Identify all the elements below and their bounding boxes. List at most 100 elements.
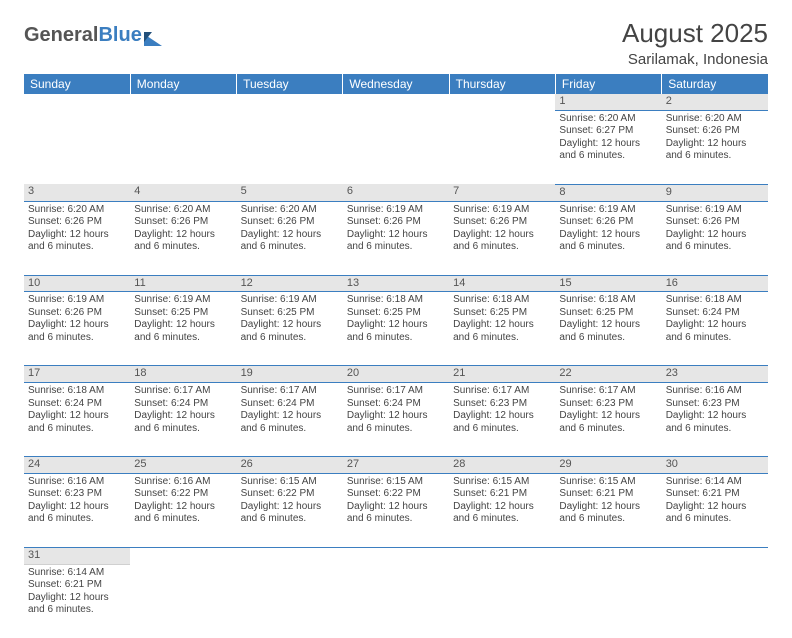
sunset-text: Sunset: 6:23 PM <box>666 398 764 411</box>
daylight-text: Daylight: 12 hours and 6 minutes. <box>666 410 764 435</box>
daylight-text: Daylight: 12 hours and 6 minutes. <box>347 319 445 344</box>
day-details-cell: Sunrise: 6:19 AMSunset: 6:26 PMDaylight:… <box>662 201 768 275</box>
day-number-cell: 20 <box>343 366 449 383</box>
daylight-text: Daylight: 12 hours and 6 minutes. <box>666 138 764 163</box>
daylight-text: Daylight: 12 hours and 6 minutes. <box>559 501 657 526</box>
location-label: Sarilamak, Indonesia <box>622 51 768 68</box>
day-details-cell: Sunrise: 6:15 AMSunset: 6:21 PMDaylight:… <box>555 473 661 547</box>
sunrise-text: Sunrise: 6:15 AM <box>453 476 551 489</box>
day-number-cell: 24 <box>24 457 130 474</box>
sunrise-text: Sunrise: 6:20 AM <box>241 204 339 217</box>
day-details-cell <box>662 564 768 638</box>
day-number-cell: 22 <box>555 366 661 383</box>
dow-tuesday: Tuesday <box>237 74 343 94</box>
day-number-cell: 7 <box>449 184 555 201</box>
day-details-cell: Sunrise: 6:19 AMSunset: 6:26 PMDaylight:… <box>555 201 661 275</box>
day-details-cell <box>237 564 343 638</box>
week-details-row: Sunrise: 6:18 AMSunset: 6:24 PMDaylight:… <box>24 383 768 457</box>
day-number-cell: 27 <box>343 457 449 474</box>
day-details-cell <box>130 564 236 638</box>
sunrise-text: Sunrise: 6:17 AM <box>134 385 232 398</box>
sunset-text: Sunset: 6:22 PM <box>347 488 445 501</box>
week-details-row: Sunrise: 6:20 AMSunset: 6:26 PMDaylight:… <box>24 201 768 275</box>
week-number-row: 3456789 <box>24 184 768 201</box>
daylight-text: Daylight: 12 hours and 6 minutes. <box>134 410 232 435</box>
day-number-cell: 16 <box>662 275 768 292</box>
day-details-cell: Sunrise: 6:14 AMSunset: 6:21 PMDaylight:… <box>24 564 130 638</box>
sunrise-text: Sunrise: 6:19 AM <box>134 294 232 307</box>
daylight-text: Daylight: 12 hours and 6 minutes. <box>666 229 764 254</box>
sunset-text: Sunset: 6:23 PM <box>28 488 126 501</box>
dow-wednesday: Wednesday <box>343 74 449 94</box>
sunset-text: Sunset: 6:24 PM <box>347 398 445 411</box>
sunset-text: Sunset: 6:21 PM <box>28 579 126 592</box>
daylight-text: Daylight: 12 hours and 6 minutes. <box>241 319 339 344</box>
day-details-cell: Sunrise: 6:15 AMSunset: 6:21 PMDaylight:… <box>449 473 555 547</box>
title-block: August 2025 Sarilamak, Indonesia <box>622 18 768 68</box>
day-number-cell: 6 <box>343 184 449 201</box>
sunset-text: Sunset: 6:26 PM <box>559 216 657 229</box>
week-details-row: Sunrise: 6:16 AMSunset: 6:23 PMDaylight:… <box>24 473 768 547</box>
daylight-text: Daylight: 12 hours and 6 minutes. <box>241 229 339 254</box>
calendar-table: Sunday Monday Tuesday Wednesday Thursday… <box>24 74 768 638</box>
day-number-cell: 8 <box>555 184 661 201</box>
week-details-row: Sunrise: 6:19 AMSunset: 6:26 PMDaylight:… <box>24 292 768 366</box>
sunrise-text: Sunrise: 6:18 AM <box>347 294 445 307</box>
calendar-body: 12Sunrise: 6:20 AMSunset: 6:27 PMDayligh… <box>24 94 768 638</box>
sunrise-text: Sunrise: 6:18 AM <box>666 294 764 307</box>
daylight-text: Daylight: 12 hours and 6 minutes. <box>453 229 551 254</box>
dow-saturday: Saturday <box>662 74 768 94</box>
dow-monday: Monday <box>130 74 236 94</box>
daylight-text: Daylight: 12 hours and 6 minutes. <box>347 229 445 254</box>
day-details-cell: Sunrise: 6:20 AMSunset: 6:26 PMDaylight:… <box>24 201 130 275</box>
day-number-cell <box>130 547 236 564</box>
sunset-text: Sunset: 6:25 PM <box>347 307 445 320</box>
sunset-text: Sunset: 6:26 PM <box>28 216 126 229</box>
day-details-cell <box>555 564 661 638</box>
day-details-cell: Sunrise: 6:17 AMSunset: 6:24 PMDaylight:… <box>237 383 343 457</box>
day-number-cell: 17 <box>24 366 130 383</box>
sunset-text: Sunset: 6:26 PM <box>241 216 339 229</box>
week-number-row: 24252627282930 <box>24 457 768 474</box>
day-details-cell: Sunrise: 6:15 AMSunset: 6:22 PMDaylight:… <box>237 473 343 547</box>
day-number-cell <box>449 547 555 564</box>
week-number-row: 10111213141516 <box>24 275 768 292</box>
day-details-cell: Sunrise: 6:18 AMSunset: 6:24 PMDaylight:… <box>24 383 130 457</box>
day-number-cell: 12 <box>237 275 343 292</box>
daylight-text: Daylight: 12 hours and 6 minutes. <box>241 410 339 435</box>
flag-icon <box>144 29 162 43</box>
day-details-cell: Sunrise: 6:18 AMSunset: 6:25 PMDaylight:… <box>343 292 449 366</box>
day-number-cell: 21 <box>449 366 555 383</box>
dow-header-row: Sunday Monday Tuesday Wednesday Thursday… <box>24 74 768 94</box>
day-details-cell: Sunrise: 6:16 AMSunset: 6:22 PMDaylight:… <box>130 473 236 547</box>
week-number-row: 17181920212223 <box>24 366 768 383</box>
sunrise-text: Sunrise: 6:16 AM <box>28 476 126 489</box>
daylight-text: Daylight: 12 hours and 6 minutes. <box>666 319 764 344</box>
daylight-text: Daylight: 12 hours and 6 minutes. <box>28 501 126 526</box>
day-details-cell: Sunrise: 6:18 AMSunset: 6:25 PMDaylight:… <box>555 292 661 366</box>
sunrise-text: Sunrise: 6:16 AM <box>666 385 764 398</box>
daylight-text: Daylight: 12 hours and 6 minutes. <box>559 229 657 254</box>
day-number-cell <box>343 94 449 110</box>
sunset-text: Sunset: 6:26 PM <box>28 307 126 320</box>
day-details-cell: Sunrise: 6:18 AMSunset: 6:25 PMDaylight:… <box>449 292 555 366</box>
sunrise-text: Sunrise: 6:19 AM <box>28 294 126 307</box>
day-number-cell: 5 <box>237 184 343 201</box>
sunset-text: Sunset: 6:21 PM <box>666 488 764 501</box>
sunset-text: Sunset: 6:25 PM <box>134 307 232 320</box>
day-details-cell: Sunrise: 6:20 AMSunset: 6:26 PMDaylight:… <box>237 201 343 275</box>
sunrise-text: Sunrise: 6:17 AM <box>347 385 445 398</box>
daylight-text: Daylight: 12 hours and 6 minutes. <box>453 410 551 435</box>
day-details-cell <box>449 564 555 638</box>
sunset-text: Sunset: 6:24 PM <box>666 307 764 320</box>
day-number-cell: 3 <box>24 184 130 201</box>
sunset-text: Sunset: 6:26 PM <box>134 216 232 229</box>
sunrise-text: Sunrise: 6:20 AM <box>666 113 764 126</box>
sunset-text: Sunset: 6:26 PM <box>666 125 764 138</box>
day-details-cell <box>449 110 555 184</box>
day-number-cell <box>343 547 449 564</box>
day-details-cell: Sunrise: 6:15 AMSunset: 6:22 PMDaylight:… <box>343 473 449 547</box>
sunset-text: Sunset: 6:23 PM <box>559 398 657 411</box>
day-details-cell <box>237 110 343 184</box>
sunrise-text: Sunrise: 6:16 AM <box>134 476 232 489</box>
